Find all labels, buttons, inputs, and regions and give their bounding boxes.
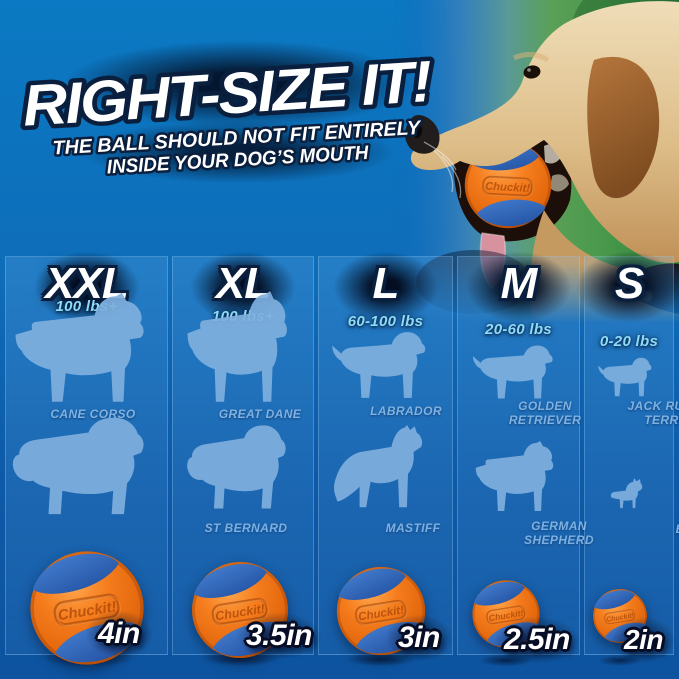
breed-label: CANE CORSO — [50, 407, 136, 421]
dog-silhouette-st-bernard — [12, 417, 144, 515]
dog-silhouette-labrador — [331, 332, 425, 398]
dog-silhouette-mastiff — [187, 425, 286, 509]
dog-silhouette-jack-russel-terrier — [598, 357, 652, 397]
dog-ear — [587, 56, 660, 199]
subtitle-glow — [28, 110, 448, 194]
breed-label: BOXER — [648, 522, 679, 623]
dog-silhouette-cane-corso — [15, 293, 144, 402]
breed-label: ST BERNARD — [196, 521, 296, 622]
size-letter: L — [372, 259, 400, 308]
ball-size-label: 2in — [598, 608, 679, 672]
dog-silhouette-boxer — [475, 441, 553, 511]
dog-silhouette-golden-retriever — [472, 345, 553, 399]
weight-range: 20-60 lbs — [485, 321, 552, 338]
ball-size-label: 2.5in — [478, 607, 596, 673]
ball-size-label: 4in — [72, 601, 166, 667]
breed-label: MASTIFF — [363, 521, 463, 622]
weight-range: 0-20 lbs — [599, 333, 659, 350]
dog-silhouette-chihuahua — [610, 477, 643, 509]
breed-label: GREAT DANE — [218, 407, 302, 421]
size-letter: M — [500, 259, 538, 308]
dog-silhouette-german-shepherd — [333, 425, 422, 508]
size-letter: S — [614, 259, 644, 308]
dog-silhouette-great-dane — [187, 291, 287, 402]
breed-label: LABRADOR — [370, 404, 442, 418]
title-banner: RIGHT-SIZE IT! — [16, 44, 438, 143]
breed-label: JACK RUSSEL TERRIER — [627, 399, 679, 427]
breed-label: GOLDEN RETRIEVER — [508, 399, 582, 427]
breed-label: GERMAN SHEPHERD — [509, 519, 609, 620]
ball-size-label: 3.5in — [220, 603, 338, 669]
ball-size-label: 3in — [372, 605, 466, 671]
weight-range: 60-100 lbs — [347, 313, 424, 330]
